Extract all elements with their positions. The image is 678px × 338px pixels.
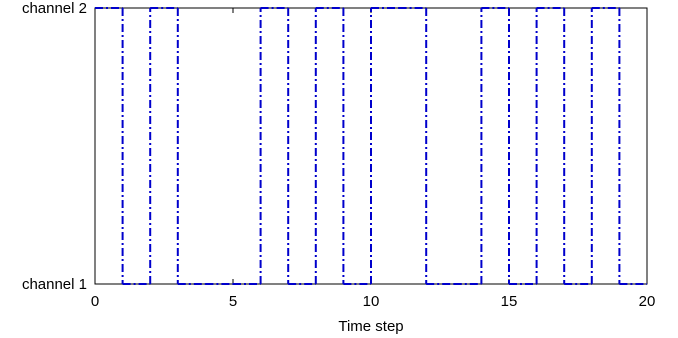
y-axis-ticks: channel 1 channel 2 — [22, 0, 647, 293]
x-tick-label: 15 — [501, 293, 518, 310]
x-tick-label: 10 — [363, 293, 380, 310]
x-tick-label: 20 — [639, 293, 656, 310]
y-tick-label: channel 2 — [22, 0, 87, 17]
x-tick-label: 5 — [229, 293, 237, 310]
x-tick-label: 0 — [91, 293, 99, 310]
x-axis-title: Time step — [338, 318, 403, 335]
plot-area — [94, 7, 648, 285]
series-layer — [95, 7, 647, 285]
y-tick-label: channel 1 — [22, 276, 87, 293]
